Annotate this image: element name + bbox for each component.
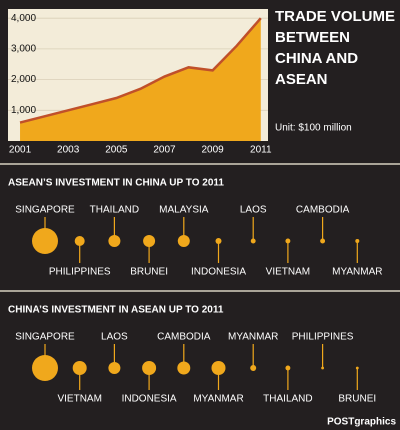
bubble-label: MYANMAR: [228, 332, 278, 343]
x-tick-label: 2011: [250, 145, 272, 156]
bubble: [143, 235, 156, 247]
unit-note: Unit: $100 million: [275, 123, 352, 134]
bubble: [72, 361, 87, 375]
bubble: [108, 235, 121, 247]
x-tick-label: 2009: [202, 145, 225, 156]
bubble: [355, 366, 359, 370]
area: [20, 18, 261, 141]
bubble-label: THAILAND: [263, 394, 312, 405]
x-tick-label: 2001: [9, 145, 32, 156]
bubble-label: MALAYSIA: [159, 205, 209, 216]
bubble: [142, 361, 157, 375]
credit: POSTgraphics: [327, 417, 396, 428]
bubble-label: VIETNAM: [57, 394, 101, 405]
bubble: [285, 365, 291, 371]
bubble-label: CAMBODIA: [296, 205, 350, 216]
x-tick-label: 2007: [153, 145, 176, 156]
bubble-label: LAOS: [101, 332, 128, 343]
x-tick-label: 2003: [57, 145, 80, 156]
bubble: [74, 236, 85, 246]
bubble: [211, 361, 226, 375]
y-tick-label: 1,000: [11, 105, 36, 116]
bubble-label: INDONESIA: [191, 267, 246, 278]
bubble: [250, 365, 257, 371]
bubble-label: PHILIPPINES: [49, 267, 111, 278]
y-tick-label: 2,000: [11, 74, 36, 85]
bubble: [177, 361, 191, 375]
bubble-label: PHILIPPINES: [292, 332, 354, 343]
bubble-label: MYANMAR: [193, 394, 243, 405]
bubble: [177, 235, 190, 247]
bubble-label: SINGAPORE: [15, 332, 75, 343]
line: [19, 17, 262, 124]
bubble: [32, 228, 58, 254]
bubble: [32, 355, 58, 381]
bubble-label: BRUNEI: [338, 394, 376, 405]
y-tick-label: 4,000: [11, 13, 36, 24]
bubble: [320, 238, 326, 244]
bubble: [285, 238, 291, 244]
section-title: ASEAN’S INVESTMENT IN CHINA UP TO 2011: [8, 178, 224, 189]
bubble-label: CAMBODIA: [157, 332, 211, 343]
x-tick-label: 2005: [105, 145, 128, 156]
bubble-label: BRUNEI: [130, 267, 168, 278]
bubble-label: SINGAPORE: [15, 205, 75, 216]
bubble-label: LAOS: [240, 205, 267, 216]
chart-title: TRADE VOLUME BETWEEN CHINA AND ASEAN: [275, 8, 395, 88]
section-title: CHINA’S INVESTMENT IN ASEAN UP TO 2011: [8, 305, 224, 316]
bubble: [321, 366, 325, 370]
bubble: [108, 362, 121, 374]
bubble-label: THAILAND: [90, 205, 139, 216]
y-tick-label: 3,000: [11, 44, 36, 55]
bubble-label: MYANMAR: [332, 267, 382, 278]
bubble-label: INDONESIA: [122, 394, 177, 405]
bubble: [355, 239, 360, 243]
bubble-label: VIETNAM: [266, 267, 310, 278]
bubble: [250, 238, 256, 244]
bubble: [215, 238, 222, 244]
